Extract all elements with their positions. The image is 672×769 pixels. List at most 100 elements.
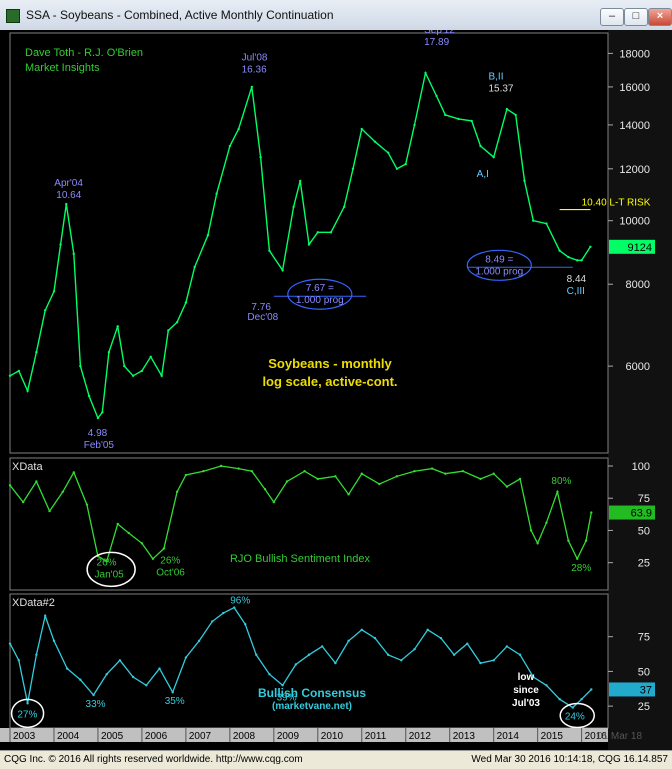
- data-point: [17, 369, 20, 373]
- data-point: [590, 688, 593, 691]
- price-annotation: Apr'04: [54, 178, 83, 189]
- data-point: [514, 113, 517, 117]
- data-point: [404, 162, 407, 166]
- app-icon: [6, 9, 20, 23]
- chart-svg[interactable]: 6000 8000 10000 12000 14000 16000 18000 9124 Apr…: [0, 25, 672, 750]
- panel-label: XData: [12, 461, 43, 473]
- minimize-button[interactable]: –: [600, 8, 624, 26]
- data-point: [145, 684, 148, 687]
- data-point: [158, 667, 161, 670]
- axis-column: [608, 30, 672, 750]
- data-point: [294, 663, 298, 666]
- data-point: [281, 269, 284, 272]
- data-point: [244, 623, 247, 626]
- data-point: [228, 144, 232, 148]
- y-tick-label: 8000: [626, 279, 650, 291]
- sentiment-annotation: 80%: [551, 476, 571, 487]
- data-point: [87, 394, 91, 398]
- price-annotation: 4.98: [88, 428, 108, 439]
- sentiment-annotation: Jan'05: [95, 569, 125, 580]
- series-line: [9, 70, 591, 420]
- data-point: [92, 693, 95, 697]
- highlight-circle: [86, 551, 136, 588]
- data-point: [479, 477, 482, 481]
- data-point: [400, 659, 403, 662]
- data-point: [545, 684, 548, 687]
- data-point: [105, 560, 108, 563]
- credit-text: Dave Toth - R.J. O'Brien: [25, 47, 143, 59]
- prog-label-ratio: 1.000 prog: [475, 266, 523, 277]
- data-point: [351, 167, 355, 171]
- last-value-box: [609, 682, 655, 697]
- data-point: [250, 469, 254, 473]
- data-point: [413, 123, 416, 127]
- data-point: [299, 179, 302, 183]
- data-point: [259, 155, 262, 159]
- x-axis: 2003 2004 2005 2006 2007 2008 2009 2010 2011 2012…: [0, 728, 642, 742]
- window-title: SSA - Soybeans - Combined, Active Monthl…: [26, 8, 334, 22]
- last-value-label: 9124: [628, 242, 652, 254]
- data-point: [373, 140, 377, 143]
- data-point: [123, 364, 126, 368]
- data-point: [386, 151, 390, 154]
- data-point: [52, 639, 56, 643]
- data-point: [329, 231, 333, 234]
- x-tick-label: 2005: [101, 731, 124, 742]
- last-value-label: 37: [640, 684, 652, 696]
- data-point: [250, 85, 254, 89]
- data-point: [576, 557, 579, 560]
- chart-title: log scale, active-cont.: [262, 374, 397, 389]
- x-tick-label: 2006: [145, 731, 168, 742]
- data-point: [576, 259, 579, 262]
- sentiment-annotation: Oct'06: [156, 567, 185, 578]
- data-point: [334, 475, 337, 478]
- x-tick-label: 2015: [541, 731, 564, 742]
- data-point: [505, 645, 509, 648]
- data-point: [584, 539, 588, 542]
- data-point: [202, 469, 205, 473]
- last-value-label: 63.9: [631, 508, 652, 520]
- data-point: [21, 500, 25, 504]
- data-point: [184, 473, 188, 477]
- maximize-button[interactable]: □: [624, 8, 648, 26]
- data-point: [532, 219, 535, 222]
- data-point: [35, 480, 38, 483]
- data-point: [105, 672, 108, 676]
- x-tick-label: 2004: [57, 731, 80, 742]
- x-tick-label: 2009: [277, 731, 300, 742]
- chart-background: [0, 30, 672, 750]
- data-point: [523, 179, 526, 183]
- data-point: [386, 653, 390, 656]
- data-point: [360, 127, 363, 131]
- x-axis-strip: [0, 728, 608, 742]
- data-point: [430, 467, 434, 470]
- y-tick-label: 100: [632, 461, 650, 473]
- consensus-annotation: 27%: [17, 709, 37, 720]
- data-point: [175, 321, 179, 324]
- price-annotation: 8.44: [567, 274, 587, 285]
- prog-label-value: 8.49 =: [485, 254, 513, 265]
- price-annotation: Sep'12: [424, 30, 455, 36]
- series-name: Bullish Consensus: [258, 686, 366, 700]
- risk-line-label: 10.40 L-T RISK: [582, 198, 651, 209]
- data-point: [35, 351, 38, 354]
- y-tick-label: 50: [638, 666, 650, 678]
- price-annotation: Feb'05: [84, 440, 115, 451]
- data-point: [532, 675, 535, 679]
- data-point: [470, 119, 473, 123]
- data-point: [558, 249, 561, 252]
- sentiment-annotation: 28%: [571, 563, 591, 574]
- price-annotation: 10.64: [56, 190, 81, 201]
- data-point: [268, 672, 271, 676]
- price-annotation: 7.76: [251, 302, 271, 313]
- data-point: [48, 509, 51, 513]
- data-point: [255, 653, 258, 656]
- data-point: [589, 245, 592, 249]
- data-point: [320, 645, 324, 648]
- chart-area[interactable]: 6000 8000 10000 12000 14000 16000 18000 9124 Apr…: [0, 25, 672, 755]
- consensus-note: Jul'03: [512, 698, 540, 709]
- data-point: [395, 167, 399, 171]
- data-point: [206, 234, 210, 237]
- close-button[interactable]: ×: [648, 8, 672, 26]
- data-point: [307, 653, 311, 656]
